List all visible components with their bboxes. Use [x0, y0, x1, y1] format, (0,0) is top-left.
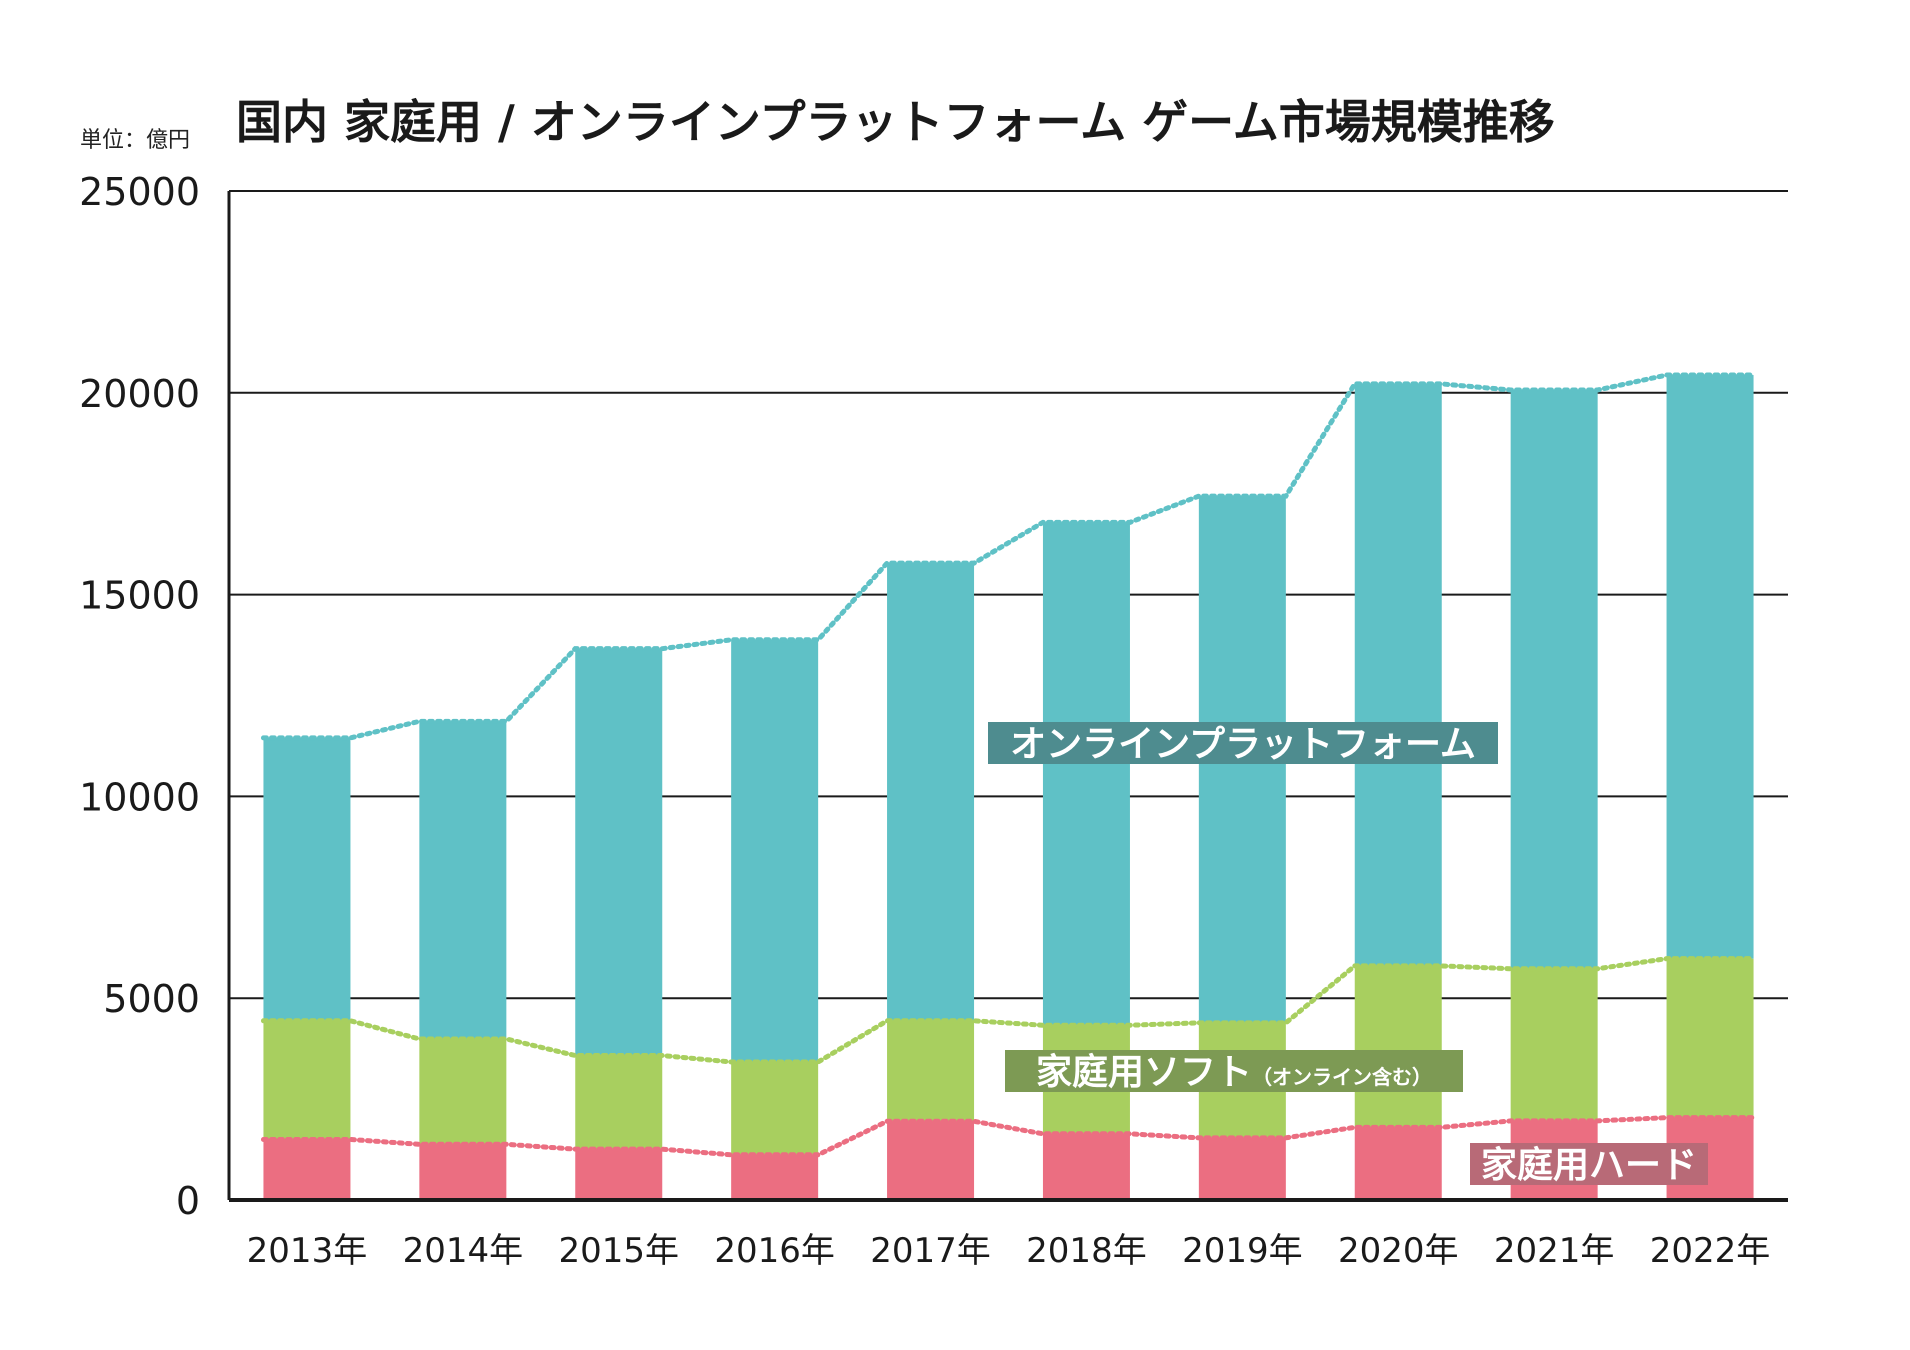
series-label-box [1005, 1050, 1463, 1092]
bar-segment [731, 639, 819, 1062]
bar-segment [731, 1154, 819, 1200]
x-tick-label: 2021年 [1494, 1231, 1615, 1271]
y-tick-label: 0 [176, 1179, 200, 1223]
x-tick-label: 2020年 [1338, 1231, 1459, 1271]
chart-title: 国内 家庭用 / オンラインプラットフォーム ゲーム市場規模推移 [236, 95, 1555, 149]
bar-segment [419, 721, 507, 1039]
y-tick-label: 25000 [79, 170, 200, 214]
bar-segment [1354, 383, 1442, 966]
series-label: オンラインプラットフォーム [1010, 724, 1476, 765]
bar-segment [1510, 389, 1598, 969]
series-label: 家庭用ソフト（オンライン含む） [1036, 1052, 1432, 1093]
series-line [260, 956, 1757, 1065]
series-line [260, 1115, 1757, 1158]
x-tick-label: 2022年 [1650, 1231, 1771, 1271]
series-label-note: （オンライン含む） [1252, 1065, 1432, 1089]
x-tick-label: 2014年 [403, 1231, 524, 1271]
x-tick-label: 2013年 [247, 1231, 368, 1271]
bar-segment [1354, 1127, 1442, 1200]
x-tick-label: 2018年 [1026, 1231, 1147, 1271]
bar-segment [1198, 1137, 1286, 1200]
bar-segment [575, 648, 663, 1056]
bar-segment [575, 1055, 663, 1150]
bar-segment [263, 737, 351, 1021]
series-line [260, 372, 1757, 741]
bar-segment [1042, 1133, 1130, 1200]
bar-segment [887, 563, 975, 1021]
unit-label: 単位：億円 [80, 128, 190, 153]
x-tick-label: 2016年 [714, 1231, 835, 1271]
bars [263, 375, 1754, 1200]
bar-segment [263, 1020, 351, 1140]
y-tick-label: 10000 [79, 775, 200, 819]
y-tick-label: 5000 [103, 977, 200, 1021]
x-tick-label: 2015年 [558, 1231, 679, 1271]
bar-segment [887, 1020, 975, 1122]
bar-segment [1666, 958, 1754, 1118]
bar-segment [887, 1121, 975, 1200]
bar-segment [731, 1061, 819, 1155]
series-label-box [1470, 1143, 1708, 1185]
axes: 0 5000 10000 15000 20000 25000 2013年 2014年 2015年… [79, 170, 1788, 1271]
series-label-box [988, 722, 1498, 764]
bar-segment [1354, 965, 1442, 1128]
x-tick-label: 2019年 [1182, 1231, 1303, 1271]
y-tick-label: 15000 [79, 574, 200, 618]
y-tick-label: 20000 [79, 372, 200, 416]
bar-segment [1042, 522, 1130, 1026]
x-tick-label: 2017年 [870, 1231, 991, 1271]
bar-segment [1666, 375, 1754, 959]
bar-segment [419, 1038, 507, 1145]
series-label: 家庭用ハード [1481, 1145, 1697, 1186]
connector-lines [260, 372, 1757, 1158]
bar-segment [419, 1144, 507, 1200]
bar-segment [1510, 968, 1598, 1121]
bar-segment [575, 1149, 663, 1200]
bar-segment [263, 1139, 351, 1200]
